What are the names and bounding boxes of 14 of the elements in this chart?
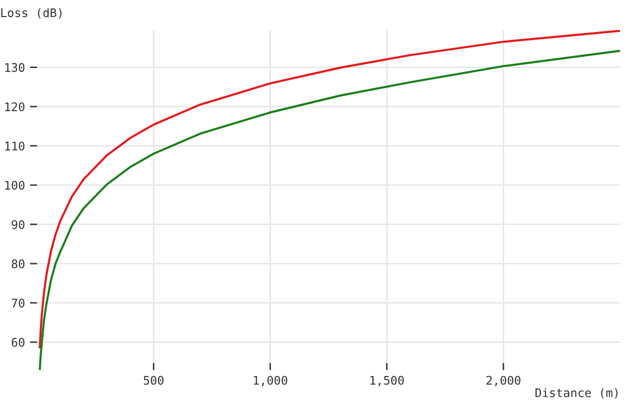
y-tick-label: 130 [5, 63, 24, 72]
y-tick-label: 80 [12, 259, 24, 268]
x-tick-label: 1,000 [254, 376, 288, 386]
x-axis-title: Distance (m) [536, 388, 618, 399]
y-tick-label: 70 [12, 298, 24, 308]
y-tick-label: 110 [5, 142, 24, 151]
y-tick-label: 120 [5, 102, 24, 112]
y-tick-label: 60 [12, 338, 24, 347]
x-tick-label: 1,500 [370, 376, 404, 386]
x-tick-label: 500 [144, 376, 164, 385]
y-tick-label: 90 [12, 220, 24, 230]
x-tick-label: 2,000 [486, 376, 520, 386]
y-tick-label: 100 [5, 180, 24, 190]
y-axis-title: Loss (dB) [1, 8, 62, 19]
